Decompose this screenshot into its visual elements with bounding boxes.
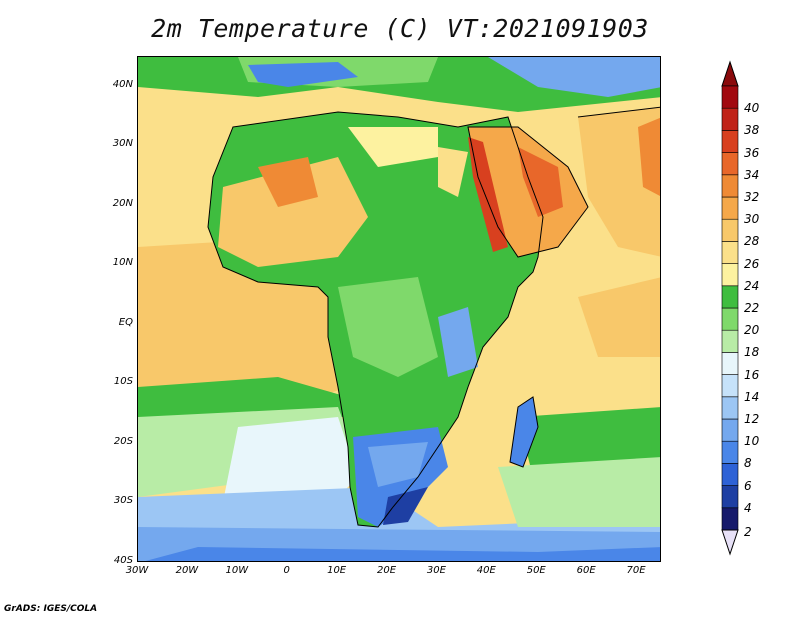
- colorbar-label: 38: [744, 123, 760, 138]
- colorbar-label: 40: [744, 101, 760, 116]
- colorbar-swatch: [721, 352, 739, 375]
- map-title: 2m Temperature (C) VT:2021091903: [151, 14, 649, 43]
- lon-tick-label: 10W: [225, 565, 249, 576]
- colorbar-swatch: [721, 218, 739, 242]
- colorbar-swatch: [721, 152, 739, 176]
- colorbar-swatch: [721, 307, 739, 331]
- colorbar-swatch: [721, 374, 739, 398]
- lon-tick-label: 20W: [175, 565, 199, 576]
- colorbar-swatch: [721, 285, 739, 309]
- lat-tick-label: 20N: [112, 197, 133, 209]
- colorbar-swatch: [721, 463, 739, 486]
- colorbar-swatch: [721, 107, 739, 131]
- lon-tick-label: 70E: [626, 565, 646, 576]
- colorbar-swatch: [721, 263, 739, 287]
- lat-tick-label: 10S: [113, 376, 133, 388]
- colorbar-swatch: [721, 396, 739, 420]
- colorbar-swatch: [721, 241, 739, 264]
- colorbar-swatch: [721, 329, 739, 353]
- colorbar-swatch: [721, 418, 739, 442]
- lon-tick-label: 10E: [327, 565, 347, 576]
- lat-tick-label: 20S: [113, 435, 133, 447]
- colorbar-label: 12: [744, 412, 760, 426]
- colorbar-label: 34: [744, 167, 760, 182]
- lon-tick-label: 0: [283, 565, 290, 576]
- temperature-field: [138, 57, 660, 561]
- colorbar-label: 2: [744, 525, 752, 539]
- lat-tick-label: EQ: [118, 316, 133, 328]
- colorbar-label: 36: [744, 145, 760, 160]
- lon-tick-label: 20E: [376, 565, 397, 576]
- colorbar-over-triangle: [721, 60, 739, 87]
- temperature-map: [137, 56, 661, 562]
- colorbar-label: 10: [744, 434, 760, 449]
- lat-tick-label: 30S: [113, 495, 133, 507]
- lat-tick-label: 40N: [112, 78, 133, 90]
- colorbar-label: 14: [744, 389, 760, 404]
- colorbar-swatch: [721, 507, 739, 531]
- colorbar-label: 4: [744, 500, 752, 515]
- colorbar-label: 28: [744, 234, 760, 249]
- credit-text: GrADS: IGES/COLA: [4, 604, 98, 614]
- colorbar-label: 22: [744, 301, 760, 315]
- colorbar-label: 30: [744, 212, 760, 227]
- colorbar-swatch: [721, 485, 739, 509]
- lon-tick-label: 30W: [125, 565, 149, 576]
- colorbar-swatch: [721, 440, 739, 464]
- colorbar-label: 16: [744, 367, 760, 382]
- colorbar-under-triangle: [721, 529, 739, 556]
- lat-tick-label: 10N: [112, 257, 133, 269]
- colorbar-label: 20: [744, 323, 760, 338]
- colorbar-swatch: [721, 174, 739, 198]
- colorbar-swatch: [721, 130, 739, 153]
- colorbar-label: 26: [744, 256, 760, 271]
- lon-tick-label: 40E: [476, 565, 496, 576]
- lon-tick-label: 30E: [426, 565, 446, 576]
- colorbar-swatch: [721, 196, 739, 220]
- colorbar-label: 32: [744, 190, 760, 204]
- colorbar-label: 24: [744, 278, 760, 293]
- colorbar-swatch: [721, 85, 739, 109]
- colorbar-label: 6: [744, 478, 752, 493]
- colorbar-label: 18: [744, 345, 760, 360]
- lon-tick-label: 60E: [576, 565, 596, 576]
- lon-tick-label: 50E: [526, 565, 546, 576]
- lat-tick-label: 30N: [112, 138, 133, 150]
- lat-tick-label: 40S: [113, 555, 133, 566]
- colorbar-label: 8: [744, 456, 752, 471]
